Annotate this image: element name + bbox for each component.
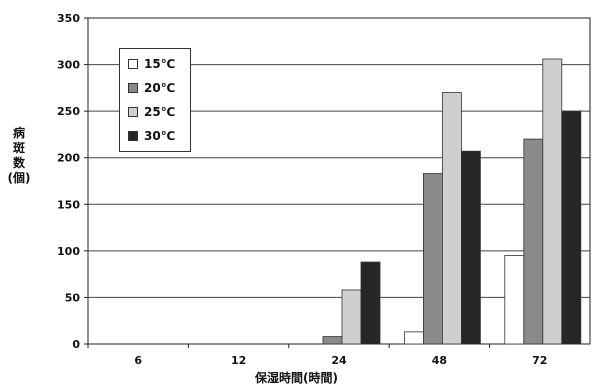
y-axis-label: 病 斑 数 (個) <box>6 126 32 186</box>
x-tick-label-24: 24 <box>331 354 347 367</box>
legend-label-15c: 15℃ <box>144 57 176 71</box>
bar-25℃-48 <box>441 92 462 345</box>
x-tick-label-48: 48 <box>432 354 447 367</box>
legend-swatch-15c <box>128 59 138 69</box>
y-tick-label-200: 200 <box>57 152 80 165</box>
legend-swatch-25c <box>128 107 138 117</box>
x-tick-label-72: 72 <box>532 354 547 367</box>
y-label-char-2: 斑 <box>12 141 25 155</box>
bar-15℃-48 <box>403 331 424 345</box>
legend-item-25c: 25℃ <box>120 100 190 124</box>
y-tick-label-350: 350 <box>57 12 80 25</box>
y-tick-label-50: 50 <box>65 291 81 304</box>
y-tick-label-300: 300 <box>57 59 80 72</box>
y-tick-label-0: 0 <box>72 338 80 351</box>
legend-label-25c: 25℃ <box>144 105 176 119</box>
legend-label-20c: 20℃ <box>144 81 176 95</box>
legend-item-30c: 30℃ <box>120 124 190 148</box>
legend-item-20c: 20℃ <box>120 76 190 100</box>
bar-30℃-48 <box>460 150 481 345</box>
bar-20℃-48 <box>422 173 443 345</box>
y-label-char-4: (個) <box>7 171 31 185</box>
bar-25℃-72 <box>542 58 563 345</box>
x-axis-label: 保湿時間(時間) <box>255 371 338 385</box>
bar-15℃-72 <box>504 255 525 345</box>
legend-swatch-30c <box>128 131 138 141</box>
legend-label-30c: 30℃ <box>144 129 176 143</box>
legend-swatch-20c <box>128 83 138 93</box>
y-tick-label-250: 250 <box>57 105 80 118</box>
bar-20℃-72 <box>523 138 544 345</box>
x-tick-label-6: 6 <box>134 354 142 367</box>
bar-30℃-72 <box>561 110 582 345</box>
y-tick-label-100: 100 <box>57 245 80 258</box>
x-tick-label-12: 12 <box>231 354 246 367</box>
legend-item-15c: 15℃ <box>120 52 190 76</box>
bar-30℃-24 <box>360 261 381 345</box>
legend: 15℃ 20℃ 25℃ 30℃ <box>119 48 191 152</box>
bar-25℃-24 <box>341 289 362 345</box>
bar-20℃-24 <box>322 336 343 345</box>
y-label-char-1: 病 <box>12 126 25 140</box>
y-label-char-3: 数 <box>12 156 25 170</box>
y-tick-label-150: 150 <box>57 198 80 211</box>
